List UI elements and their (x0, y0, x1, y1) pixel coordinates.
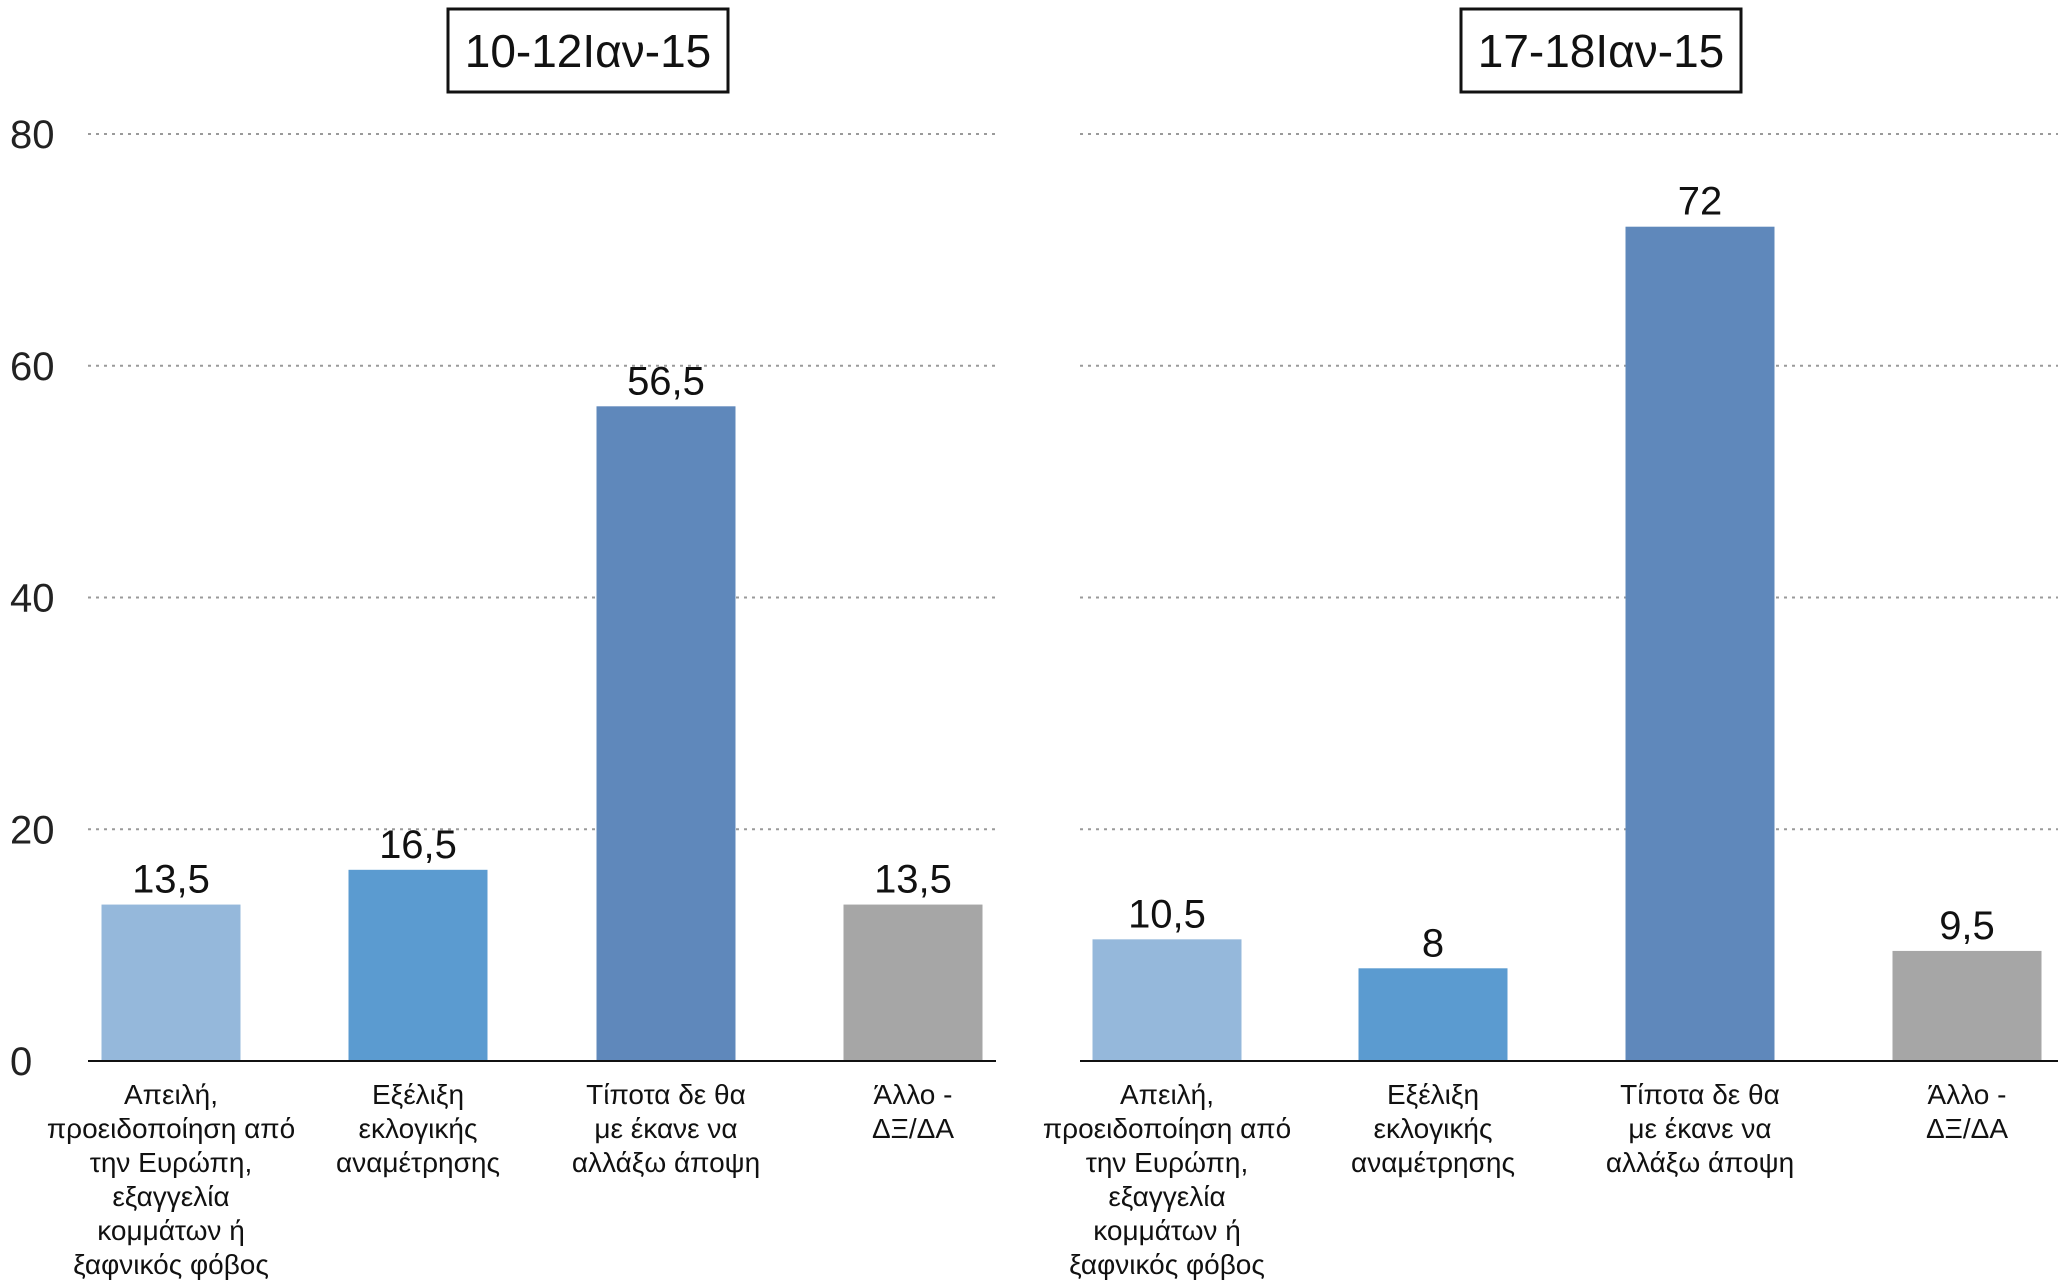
bar (1092, 939, 1242, 1061)
data-label: 13,5 (874, 858, 952, 902)
chart-panel-2: 10,5 8 72 9,5 Απειλή, προειδοποίηση από την Ευ… (1043, 7, 2058, 1280)
y-tick-label: 40 (10, 577, 55, 621)
data-label: 10,5 (1128, 892, 1206, 936)
title-text: 17-18Ιαν-15 (1478, 25, 1725, 77)
title-frame (446, 7, 730, 94)
y-tick-label: 60 (10, 345, 55, 389)
data-label: 56,5 (627, 359, 705, 403)
bar (101, 904, 241, 1061)
bar (1892, 950, 2042, 1061)
category-label: Τίποτα δε θα με έκανε να αλλάξω άποψη (572, 1079, 760, 1178)
data-label: 72 (1678, 180, 1723, 224)
category-label: Τίποτα δε θα με έκανε να αλλάξω άποψη (1606, 1079, 1794, 1178)
bar (596, 406, 736, 1061)
chart-title: 10-12Ιαν-15 (446, 7, 730, 94)
data-label: 16,5 (379, 823, 457, 867)
bar (1625, 226, 1775, 1061)
title-text: 10-12Ιαν-15 (465, 25, 712, 77)
y-tick-label: 80 (10, 113, 55, 157)
category-label: Απειλή, προειδοποίηση από την Ευρώπη, εξαγγ… (1043, 1079, 1291, 1280)
category-label: Απειλή, προειδοποίηση από την Ευρώπη, εξαγγ… (47, 1079, 295, 1280)
data-label: 13,5 (132, 858, 210, 902)
bar (843, 904, 983, 1061)
category-label: Άλλο -ΔΞ/ΔΑ (1926, 1079, 2008, 1144)
bar (348, 869, 488, 1061)
chart-title: 17-18Ιαν-15 (1459, 7, 1743, 94)
bar (1358, 968, 1508, 1061)
chart-panel-1: 13,5 16,5 56,5 13,5 Απειλή, προειδοποίηση από… (47, 7, 996, 1280)
category-label: Εξέλιξη εκλογικής αναμέτρησης (336, 1079, 500, 1178)
y-tick-label: 0 (10, 1040, 32, 1084)
data-label: 8 (1422, 921, 1444, 965)
category-label: Εξέλιξη εκλογικής αναμέτρησης (1351, 1079, 1515, 1178)
title-frame (1459, 7, 1743, 94)
y-tick-label: 20 (10, 808, 55, 852)
category-label: Άλλο -ΔΞ/ΔΑ (872, 1079, 954, 1144)
data-label: 9,5 (1939, 904, 1995, 948)
